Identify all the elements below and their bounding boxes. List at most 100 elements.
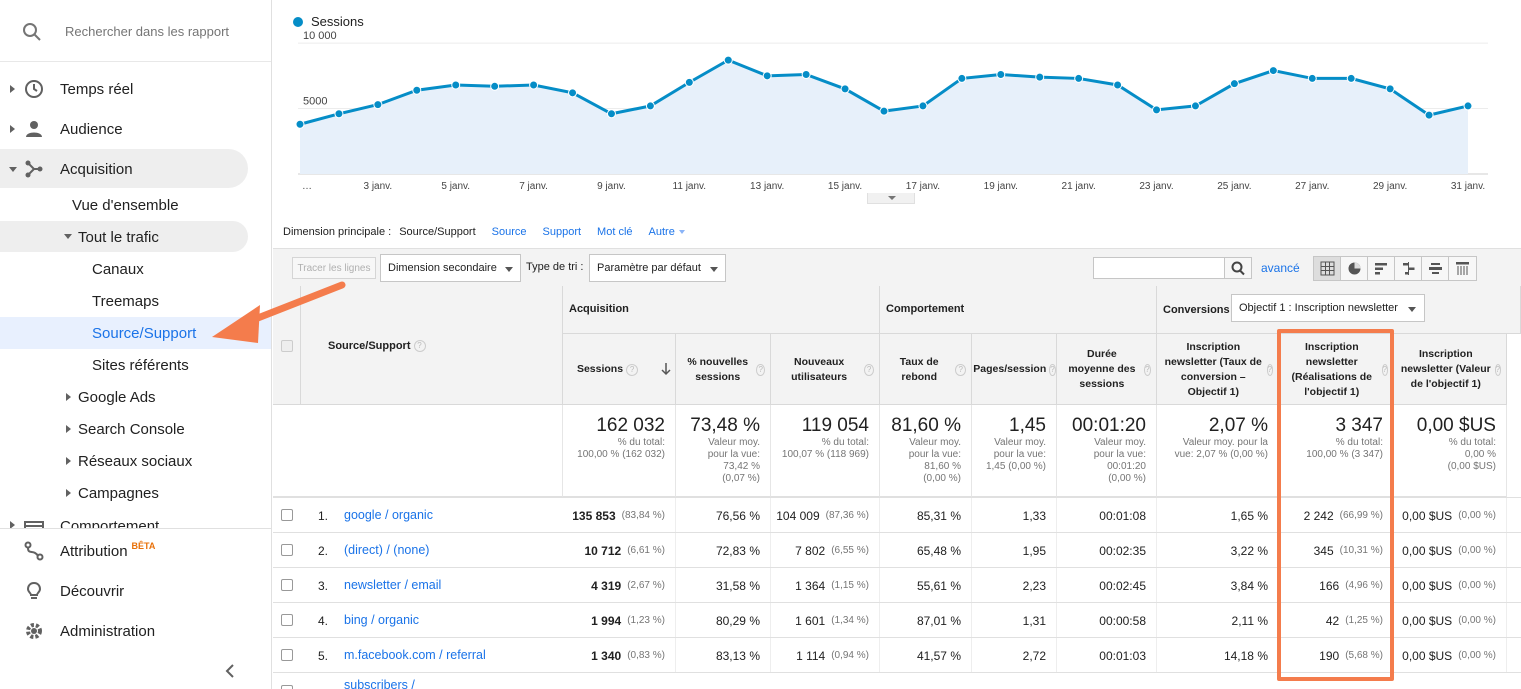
view-pie-button[interactable] (1341, 257, 1368, 280)
sessions-point[interactable] (1035, 72, 1045, 82)
help-icon[interactable]: ? (1381, 363, 1388, 376)
nav-all-traffic[interactable]: Tout le trafic (78, 228, 159, 246)
nav-source-medium[interactable]: Source/Support (92, 324, 197, 342)
sessions-point[interactable] (1229, 79, 1239, 89)
nav-admin[interactable]: Administration (0, 615, 271, 647)
help-icon[interactable]: ? (626, 363, 639, 376)
sort-type-dropdown[interactable]: Paramètre par défaut (589, 254, 726, 282)
nav-acquisition[interactable]: Acquisition (0, 153, 271, 185)
sessions-point[interactable] (996, 70, 1006, 80)
help-icon[interactable]: ? (1049, 363, 1056, 376)
row-checkbox[interactable] (281, 685, 293, 689)
row-source-link[interactable]: (direct) / (none) (344, 543, 430, 557)
header-metric-8[interactable]: Inscription newsletter (Réalisations de … (1279, 334, 1394, 405)
sessions-point[interactable] (1113, 80, 1123, 90)
header-metric-6[interactable]: Durée moyenne des sessions? (1057, 334, 1157, 405)
help-icon[interactable]: ? (864, 363, 874, 376)
nav-channels[interactable]: Canaux (92, 260, 144, 278)
help-icon[interactable]: ? (1266, 363, 1273, 376)
sessions-point[interactable] (373, 100, 383, 110)
view-term-cloud-button[interactable] (1422, 257, 1449, 280)
chart-expand-handle[interactable] (867, 193, 915, 204)
row-checkbox[interactable] (281, 649, 293, 661)
row-checkbox[interactable] (281, 544, 293, 556)
nav-overview[interactable]: Vue d'ensemble (72, 196, 179, 214)
row-checkbox[interactable] (281, 579, 293, 591)
dimension-other-dropdown[interactable]: Autre (649, 226, 685, 238)
row-checkbox[interactable] (281, 614, 293, 626)
table-search-input[interactable] (1093, 257, 1225, 279)
nav-audience[interactable]: Audience (0, 113, 271, 145)
sessions-point[interactable] (645, 101, 655, 111)
header-metric-1[interactable]: Sessions? (563, 334, 652, 405)
row-source-link[interactable]: google / organic (344, 508, 433, 522)
nav-social[interactable]: Réseaux sociaux (78, 452, 193, 470)
nav-discover[interactable]: Découvrir (0, 575, 271, 607)
sessions-point[interactable] (451, 80, 461, 90)
sessions-point[interactable] (1268, 66, 1278, 76)
header-metric-2[interactable]: % nouvelles sessions? (676, 334, 771, 405)
nav-realtime[interactable]: Temps réel (0, 73, 271, 105)
sessions-point[interactable] (1307, 73, 1317, 83)
sessions-point[interactable] (1385, 84, 1395, 94)
row-source-link[interactable]: m.facebook.com / referral (344, 648, 486, 662)
nav-treemaps[interactable]: Treemaps (92, 292, 159, 310)
nav-search-console[interactable]: Search Console (78, 420, 185, 438)
view-pivot-button[interactable] (1449, 257, 1476, 280)
dimension-medium-link[interactable]: Support (542, 226, 582, 238)
row-source-link[interactable]: newsletter / email (344, 578, 442, 592)
sessions-point[interactable] (918, 101, 928, 111)
header-metric-9[interactable]: Inscription newsletter (Valeur de l'obje… (1394, 334, 1507, 405)
row-source-link[interactable]: subscribers / (344, 678, 415, 689)
advanced-filter-link[interactable]: avancé (1261, 261, 1300, 275)
view-comparison-button[interactable] (1395, 257, 1422, 280)
sessions-point[interactable] (762, 71, 772, 81)
chevron-left-icon[interactable] (224, 664, 236, 678)
sessions-point[interactable] (529, 80, 539, 90)
header-metric-5[interactable]: Pages/session? (972, 334, 1057, 405)
dimension-source-link[interactable]: Source (491, 226, 527, 238)
sessions-point[interactable] (295, 119, 305, 129)
sessions-point[interactable] (723, 55, 733, 65)
select-all-checkbox[interactable] (281, 340, 293, 352)
plot-rows-button[interactable]: Tracer les lignes (292, 257, 376, 279)
report-search[interactable]: Rechercher dans les rapport (0, 0, 271, 62)
help-icon[interactable]: ? (955, 363, 966, 376)
sessions-point[interactable] (1346, 73, 1356, 83)
sessions-point[interactable] (801, 70, 811, 80)
view-table-button[interactable] (1314, 257, 1341, 280)
header-metric-4[interactable]: Taux de rebond? (880, 334, 972, 405)
table-search-button[interactable] (1224, 257, 1252, 279)
help-icon[interactable]: ? (413, 340, 426, 353)
nav-behavior[interactable]: Comportement (0, 513, 271, 529)
row-source-link[interactable]: bing / organic (344, 613, 420, 627)
help-icon[interactable]: ? (756, 363, 765, 376)
goal-select-dropdown[interactable]: Objectif 1 : Inscription newsletter (1231, 294, 1425, 322)
sessions-point[interactable] (490, 81, 500, 91)
sessions-point[interactable] (1074, 73, 1084, 83)
sort-desc-arrow-icon[interactable] (660, 362, 672, 376)
sessions-point[interactable] (957, 73, 967, 83)
sessions-point[interactable] (1152, 105, 1162, 115)
secondary-dimension-dropdown[interactable]: Dimension secondaire (380, 254, 521, 282)
view-performance-button[interactable] (1368, 257, 1395, 280)
dimension-keyword-link[interactable]: Mot clé (597, 226, 633, 238)
sessions-point[interactable] (334, 109, 344, 119)
sessions-point[interactable] (1424, 110, 1434, 120)
sessions-point[interactable] (684, 77, 694, 87)
header-metric-3[interactable]: Nouveaux utilisateurs? (771, 334, 880, 405)
sessions-point[interactable] (1463, 101, 1473, 111)
sessions-point[interactable] (879, 106, 889, 116)
sessions-point[interactable] (1190, 101, 1200, 111)
row-checkbox[interactable] (281, 509, 293, 521)
sessions-point[interactable] (412, 85, 422, 95)
help-icon[interactable]: ? (1143, 363, 1151, 376)
sessions-point[interactable] (568, 88, 578, 98)
nav-referrals[interactable]: Sites référents (92, 356, 189, 374)
nav-campaigns[interactable]: Campagnes (78, 484, 159, 502)
sessions-point[interactable] (606, 109, 616, 119)
nav-google-ads[interactable]: Google Ads (78, 388, 156, 406)
header-metric-7[interactable]: Inscription newsletter (Taux de conversi… (1157, 334, 1279, 405)
nav-attribution[interactable]: Attribution BÊTA (0, 535, 271, 567)
help-icon[interactable]: ? (1494, 363, 1501, 376)
